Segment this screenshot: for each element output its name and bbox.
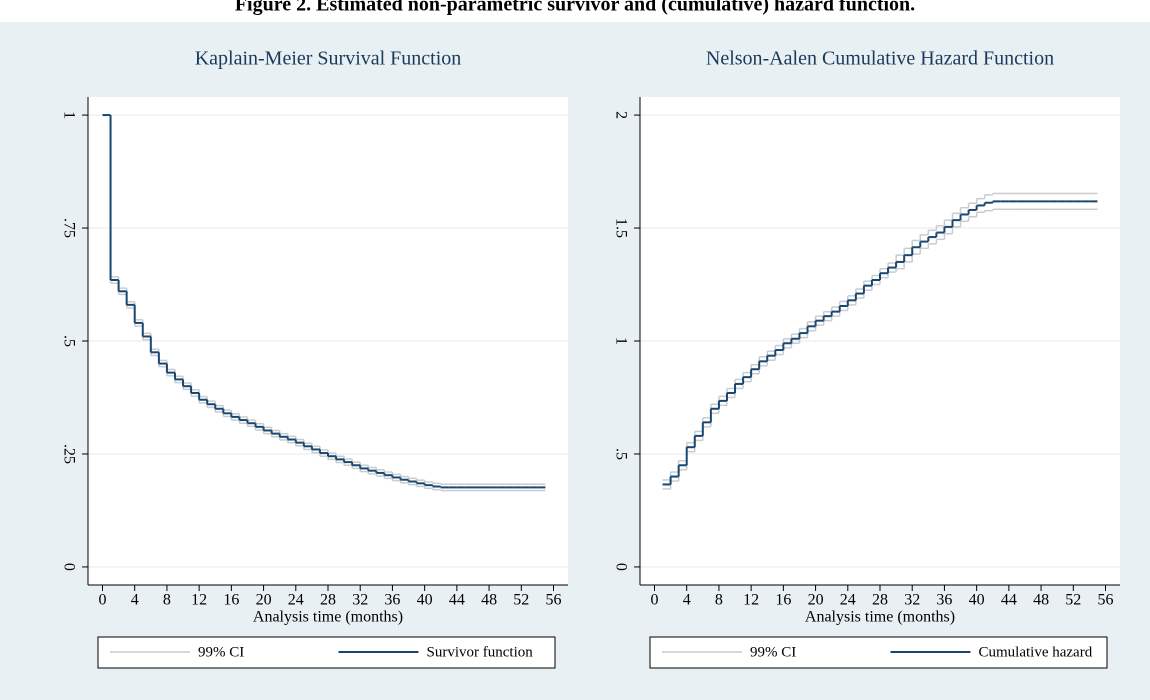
y-tick-label: .25 xyxy=(60,444,77,464)
x-tick-label: 4 xyxy=(131,592,139,609)
y-tick-label: 1 xyxy=(60,111,77,119)
x-tick-label: 20 xyxy=(808,592,824,609)
y-tick-label: .5 xyxy=(612,448,629,460)
legend-label: Cumulative hazard xyxy=(979,644,1093,660)
x-tick-label: 4 xyxy=(683,592,691,609)
x-tick-label: 56 xyxy=(1098,592,1114,609)
x-tick-label: 56 xyxy=(546,592,562,609)
legend-label: 99% CI xyxy=(198,644,244,660)
x-tick-label: 40 xyxy=(969,592,985,609)
x-tick-label: 28 xyxy=(320,592,336,609)
x-tick-label: 44 xyxy=(1001,592,1017,609)
x-tick-label: 36 xyxy=(384,592,400,609)
y-tick-label: 1.5 xyxy=(612,218,629,238)
y-tick-label: 0 xyxy=(60,563,77,571)
y-tick-label: 0 xyxy=(612,563,629,571)
x-tick-label: 44 xyxy=(449,592,465,609)
legend-label: Survivor function xyxy=(427,644,534,660)
x-tick-label: 32 xyxy=(904,592,920,609)
chart-title: Kaplain-Meier Survival Function xyxy=(195,48,462,70)
x-tick-label: 8 xyxy=(163,592,171,609)
x-tick-label: 16 xyxy=(775,592,791,609)
x-tick-label: 0 xyxy=(650,592,658,609)
y-tick-label: .5 xyxy=(60,335,77,347)
x-tick-label: 52 xyxy=(1065,592,1081,609)
x-tick-label: 36 xyxy=(936,592,952,609)
x-tick-label: 52 xyxy=(513,592,529,609)
y-tick-label: .75 xyxy=(60,218,77,238)
x-tick-label: 12 xyxy=(191,592,207,609)
x-axis-title: Analysis time (months) xyxy=(805,609,955,626)
x-tick-label: 24 xyxy=(840,592,856,609)
chart-title: Nelson-Aalen Cumulative Hazard Function xyxy=(706,48,1054,70)
x-tick-label: 48 xyxy=(1033,592,1049,609)
x-tick-label: 48 xyxy=(481,592,497,609)
legend-label: 99% CI xyxy=(750,644,796,660)
x-tick-label: 24 xyxy=(288,592,304,609)
x-tick-label: 28 xyxy=(872,592,888,609)
x-tick-label: 0 xyxy=(98,592,106,609)
figure-title: Figure 2. Estimated non-parametric survi… xyxy=(235,0,915,16)
x-tick-label: 20 xyxy=(256,592,272,609)
x-tick-label: 40 xyxy=(417,592,433,609)
x-tick-label: 8 xyxy=(715,592,723,609)
y-tick-label: 2 xyxy=(612,111,629,119)
x-tick-label: 16 xyxy=(223,592,239,609)
x-tick-label: 12 xyxy=(743,592,759,609)
x-axis-title: Analysis time (months) xyxy=(253,609,403,626)
y-tick-label: 1 xyxy=(612,337,629,345)
x-tick-label: 32 xyxy=(352,592,368,609)
